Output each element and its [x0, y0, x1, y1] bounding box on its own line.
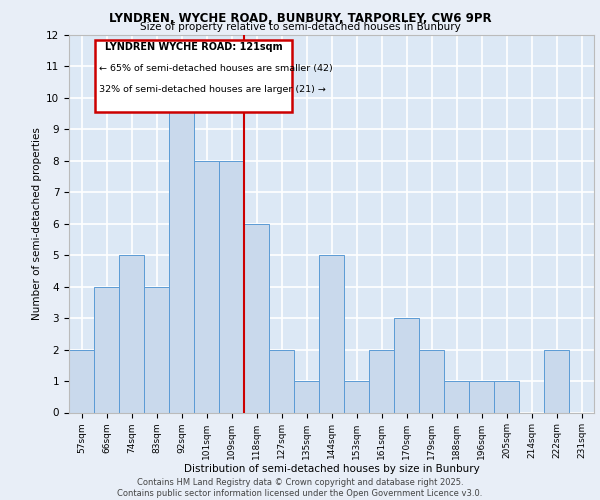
- Bar: [244, 224, 269, 412]
- Bar: [469, 381, 494, 412]
- Bar: [344, 381, 369, 412]
- Text: LYNDREN, WYCHE ROAD, BUNBURY, TARPORLEY, CW6 9PR: LYNDREN, WYCHE ROAD, BUNBURY, TARPORLEY,…: [109, 12, 491, 26]
- Text: ← 65% of semi-detached houses are smaller (42): ← 65% of semi-detached houses are smalle…: [99, 64, 333, 74]
- Bar: [294, 381, 319, 412]
- Y-axis label: Number of semi-detached properties: Number of semi-detached properties: [32, 128, 42, 320]
- Bar: [544, 350, 569, 412]
- Bar: [369, 350, 394, 412]
- Bar: [494, 381, 519, 412]
- Bar: [444, 381, 469, 412]
- Bar: [394, 318, 419, 412]
- Text: Size of property relative to semi-detached houses in Bunbury: Size of property relative to semi-detach…: [140, 22, 460, 32]
- Bar: [319, 255, 344, 412]
- Bar: [269, 350, 294, 412]
- Bar: [169, 98, 194, 412]
- Bar: [144, 286, 169, 412]
- Bar: [69, 350, 94, 412]
- Text: 32% of semi-detached houses are larger (21) →: 32% of semi-detached houses are larger (…: [99, 86, 326, 94]
- Text: LYNDREN WYCHE ROAD: 121sqm: LYNDREN WYCHE ROAD: 121sqm: [104, 42, 282, 52]
- Bar: [119, 255, 144, 412]
- Bar: [219, 161, 244, 412]
- X-axis label: Distribution of semi-detached houses by size in Bunbury: Distribution of semi-detached houses by …: [184, 464, 479, 474]
- Bar: [94, 286, 119, 412]
- FancyBboxPatch shape: [95, 40, 292, 112]
- Text: Contains HM Land Registry data © Crown copyright and database right 2025.
Contai: Contains HM Land Registry data © Crown c…: [118, 478, 482, 498]
- Bar: [194, 161, 219, 412]
- Bar: [419, 350, 444, 412]
